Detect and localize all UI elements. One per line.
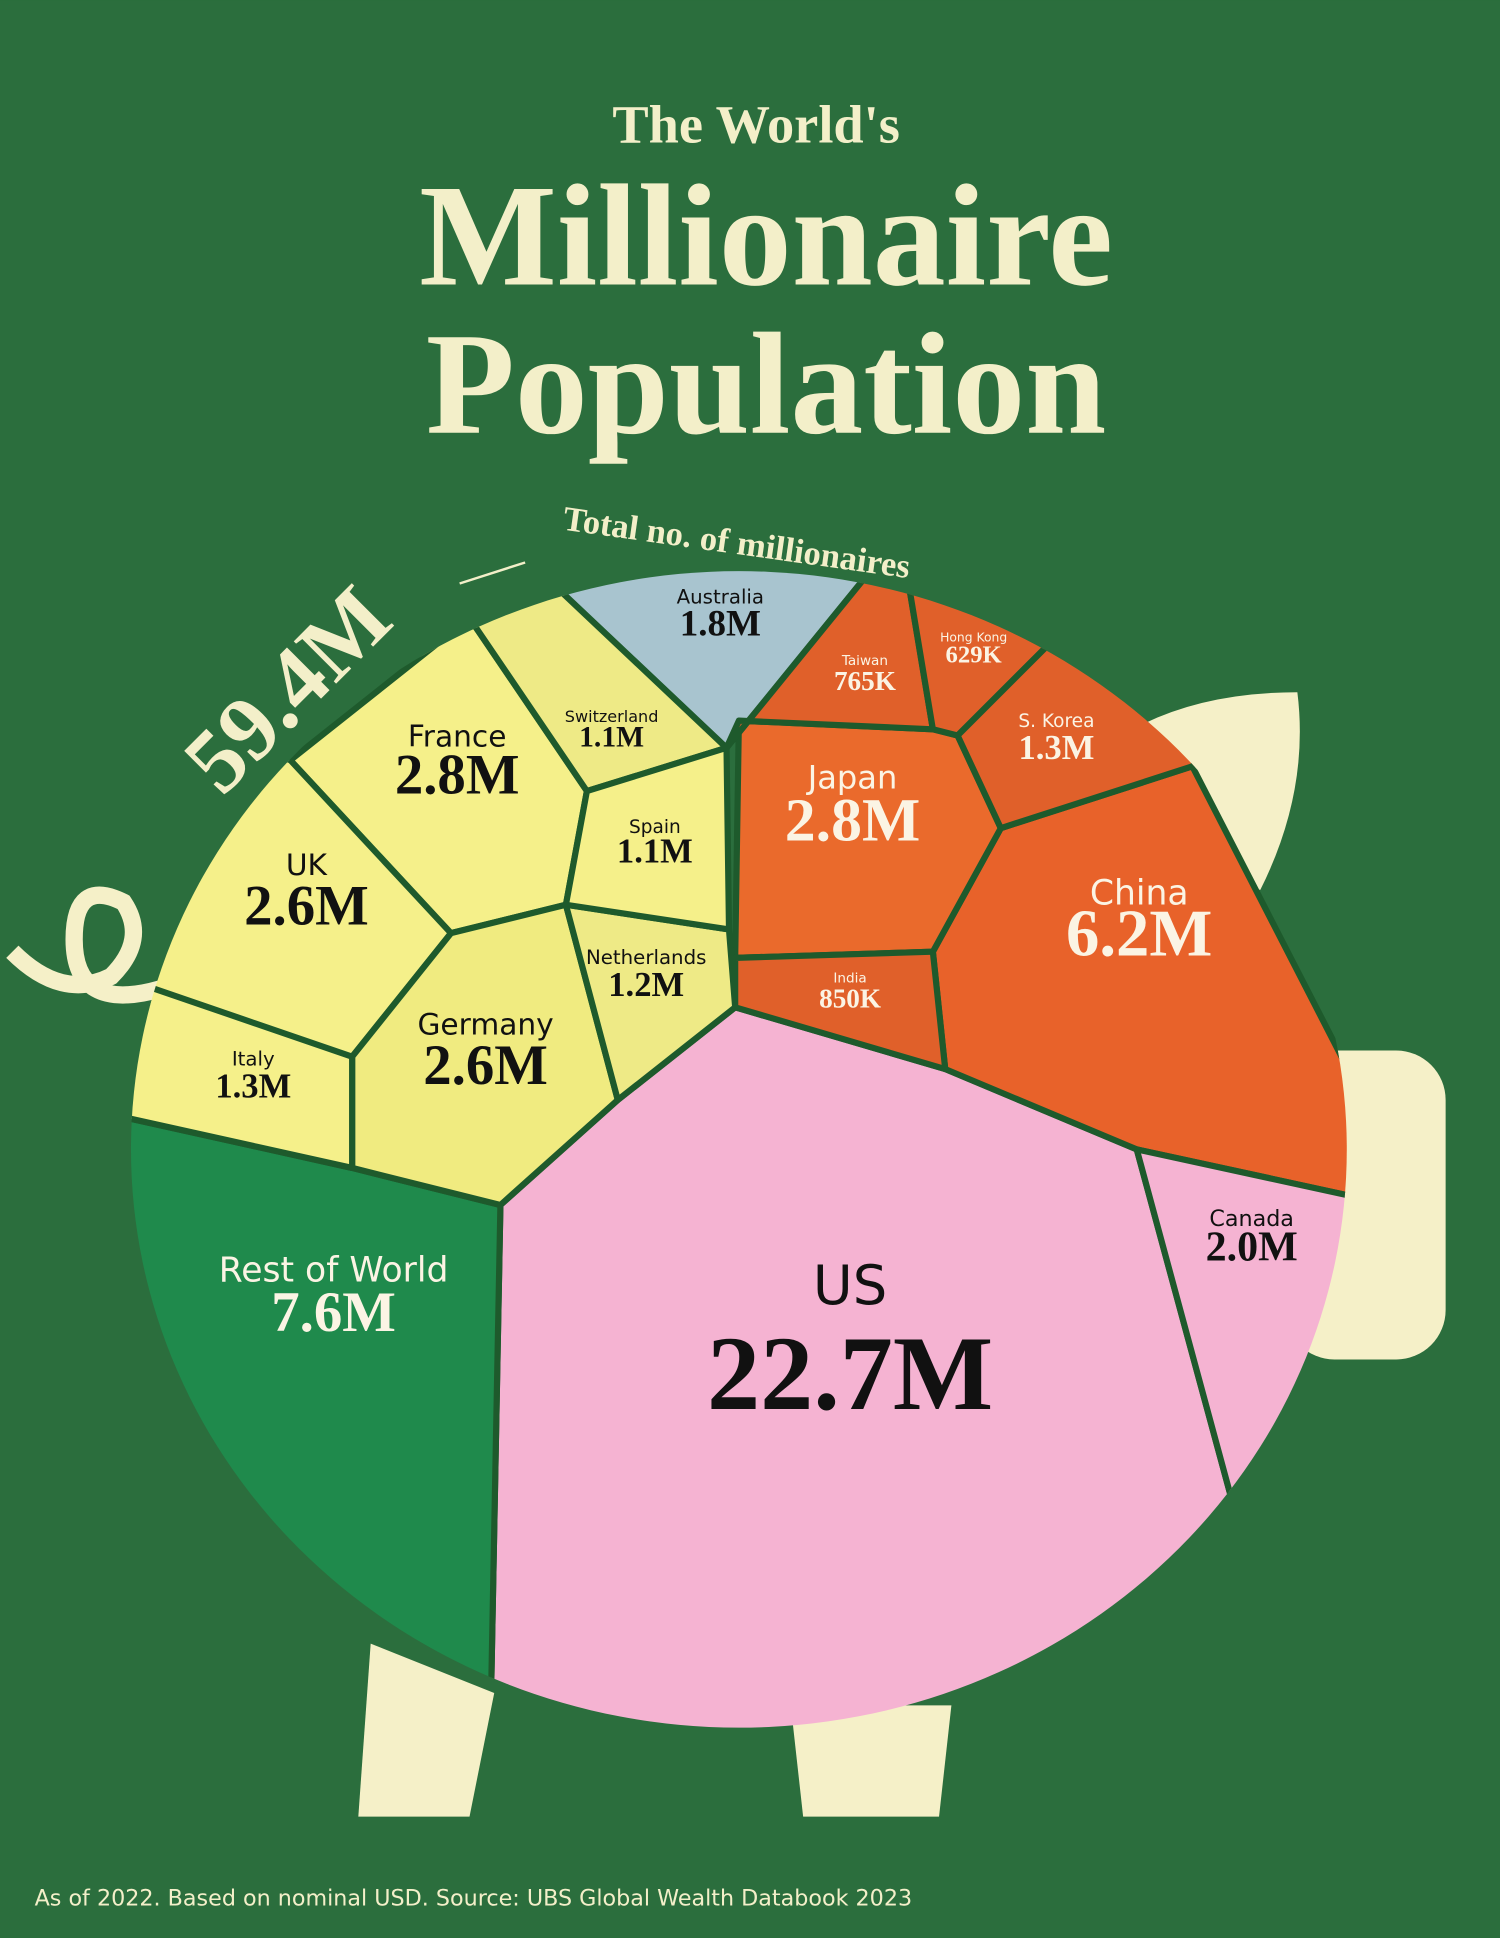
title-line: Millionaire	[419, 154, 1113, 316]
annotation-arrow	[459, 561, 526, 585]
cell-value: 1.1M	[579, 722, 644, 754]
cell-value: 629K	[946, 642, 1003, 669]
cell-value: 1.3M	[1018, 729, 1094, 767]
cell-value: 1.8M	[680, 603, 761, 644]
cell-name: Germany	[417, 1006, 553, 1041]
cell	[732, 948, 949, 1073]
cell	[562, 744, 733, 933]
cell-value: 1.2M	[608, 966, 684, 1004]
cell-name: Australia	[677, 585, 764, 608]
cell-value: 2.0M	[1206, 1225, 1298, 1271]
cell-value: 2.6M	[244, 875, 369, 938]
source: As of 2022. Based on nominal USD. Source…	[35, 1886, 913, 1912]
cell-name: Italy	[232, 1047, 275, 1070]
cell-value: 6.2M	[1066, 897, 1212, 970]
title-top: The World's	[612, 94, 899, 154]
cell-value: 2.8M	[395, 744, 520, 807]
cell-name: US	[813, 1254, 887, 1317]
cell-value: 765K	[834, 666, 896, 696]
cell-value: 1.3M	[215, 1068, 291, 1106]
cell-name: India	[833, 971, 866, 987]
cell-value: 2.6M	[423, 1034, 548, 1097]
cell	[1133, 1146, 1347, 1610]
cell-name: Spain	[629, 817, 681, 838]
cell-value: 22.7M	[707, 1314, 993, 1432]
cell-value: 850K	[819, 983, 881, 1013]
cell-name: Japan	[806, 759, 898, 797]
cell-name: Hong Kong	[940, 631, 1007, 645]
cell-name: France	[408, 719, 507, 754]
cell-name: Switzerland	[565, 707, 659, 726]
cell-name: Taiwan	[841, 653, 888, 669]
cell-name: Canada	[1209, 1206, 1294, 1232]
cell-value: 2.8M	[785, 786, 921, 854]
cell-name: China	[1090, 874, 1189, 914]
cell-name: Rest of World	[219, 1251, 449, 1291]
cell-name: S. Korea	[1018, 711, 1094, 732]
cell-name: UK	[286, 847, 329, 882]
cell	[130, 985, 356, 1172]
title-line: Population	[426, 303, 1107, 465]
cell-name: Netherlands	[586, 946, 706, 969]
cell-value: 1.1M	[617, 833, 693, 871]
cell-value: 7.6M	[271, 1281, 396, 1344]
